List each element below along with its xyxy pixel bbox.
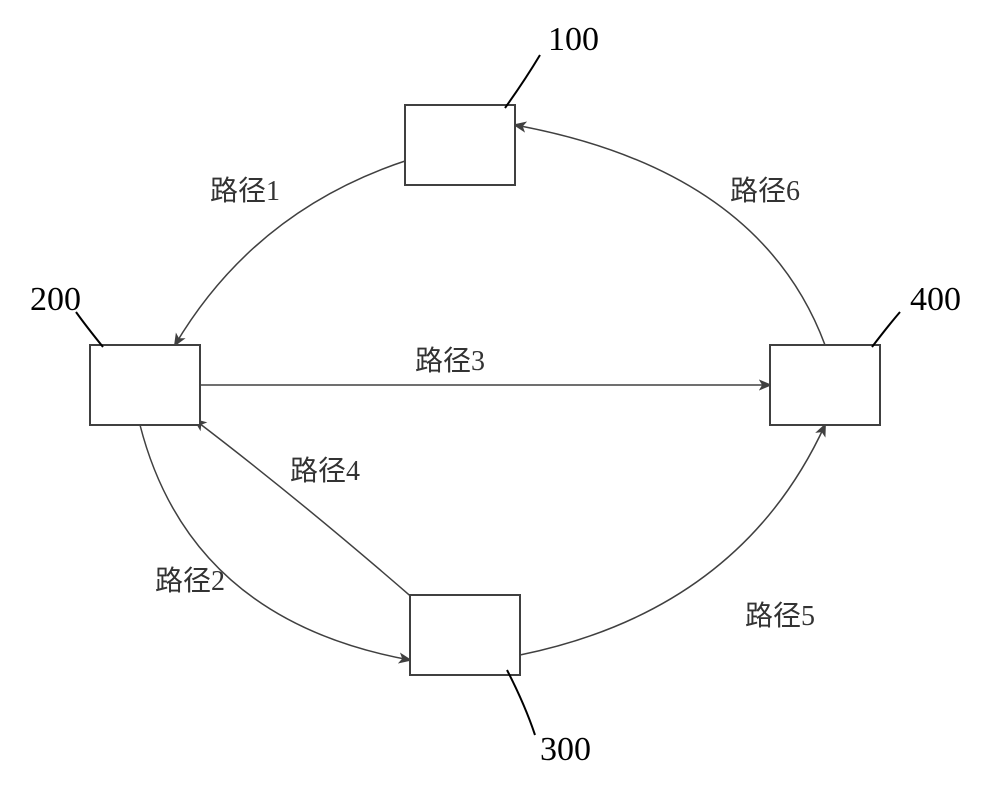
ref-label-400: 400 bbox=[910, 281, 961, 318]
ref-label-100: 100 bbox=[548, 21, 599, 58]
node-100 bbox=[405, 105, 515, 185]
edge-labels-group: 路径1 路径2 路径3 路径4 路径5 路径6 bbox=[155, 175, 815, 632]
edge-path-4 bbox=[195, 420, 415, 600]
edge-label-1: 路径1 bbox=[210, 175, 280, 207]
ref-label-300: 300 bbox=[540, 731, 591, 768]
leader-400 bbox=[872, 312, 900, 347]
edge-path-2 bbox=[140, 425, 410, 660]
ref-label-200: 200 bbox=[30, 281, 81, 318]
node-200 bbox=[90, 345, 200, 425]
node-300 bbox=[410, 595, 520, 675]
edge-path-6 bbox=[515, 125, 825, 345]
edge-label-3: 路径3 bbox=[415, 345, 485, 377]
leader-100 bbox=[505, 55, 540, 108]
edge-label-4: 路径4 bbox=[290, 455, 360, 487]
edge-label-6: 路径6 bbox=[730, 175, 800, 207]
node-400 bbox=[770, 345, 880, 425]
edge-label-5: 路径5 bbox=[745, 600, 815, 632]
leader-300 bbox=[507, 670, 535, 735]
edge-label-2: 路径2 bbox=[155, 565, 225, 597]
diagram-canvas: 100 200 300 400 路径1 路径2 路径3 路径4 路径5 路径6 bbox=[0, 0, 1000, 797]
